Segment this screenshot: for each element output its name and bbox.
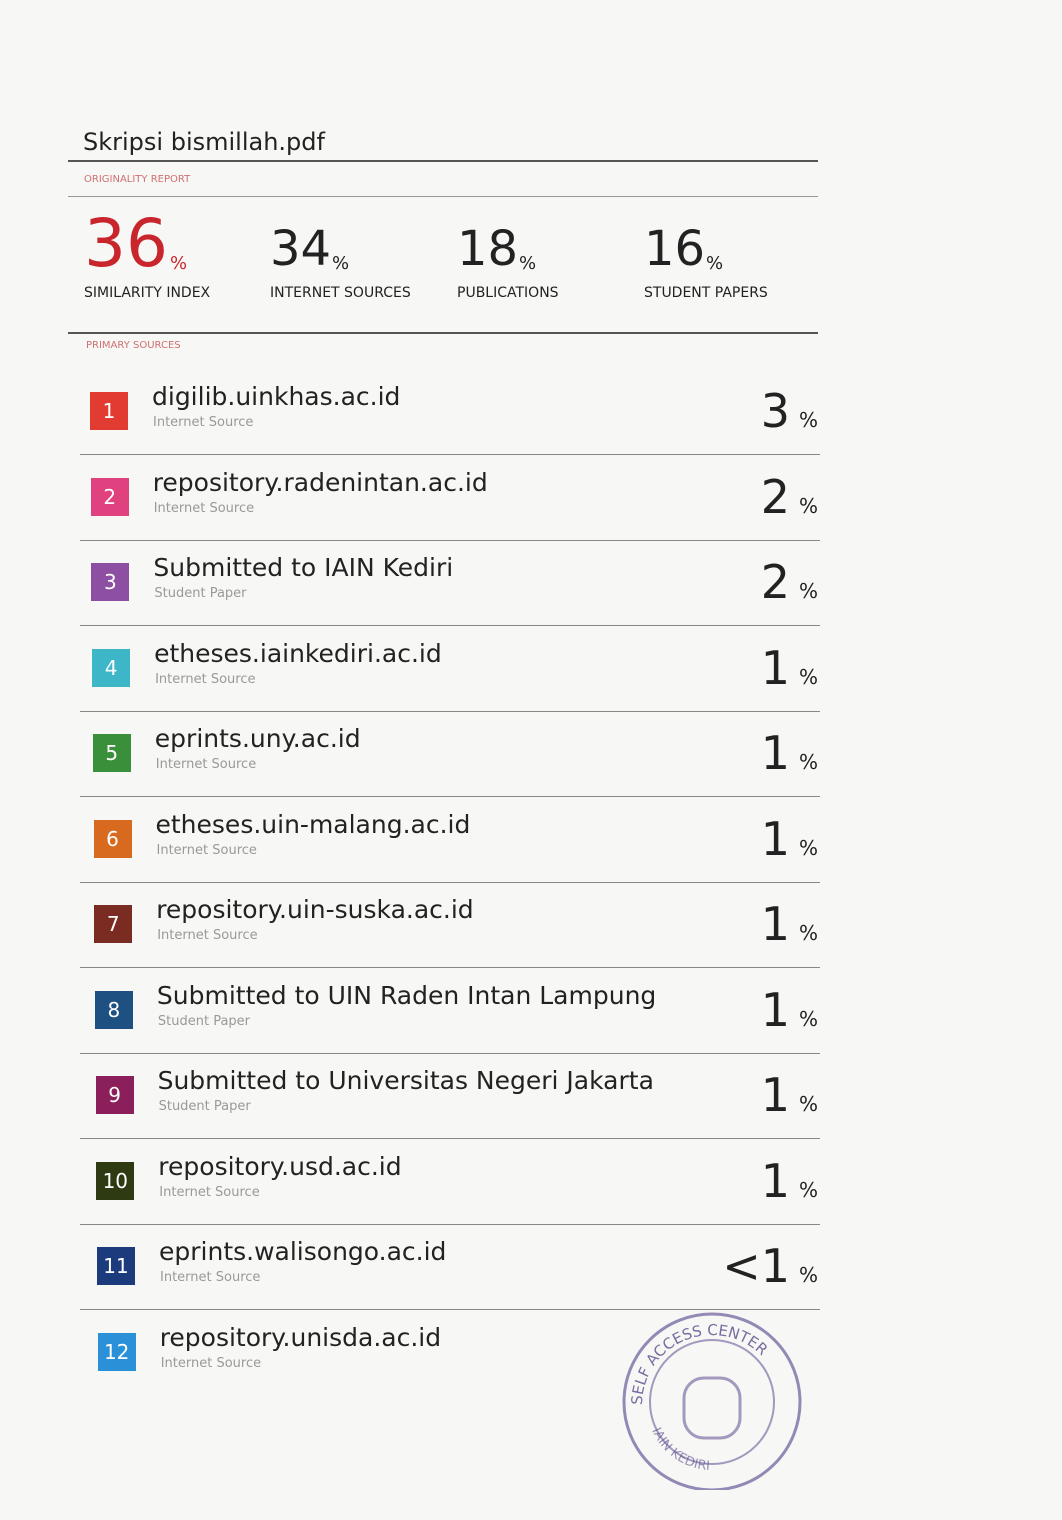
sources-label: PRIMARY SOURCES: [86, 340, 181, 351]
source-unit: %: [799, 921, 818, 945]
source-name: Submitted to IAIN Kediri: [153, 553, 453, 582]
source-number: 8: [95, 991, 133, 1029]
source-row: 11 eprints.walisongo.ac.id Internet Source…: [80, 1225, 820, 1310]
source-percent: 1: [761, 1154, 790, 1208]
source-name: repository.unisda.ac.id: [160, 1323, 441, 1352]
source-number: 7: [94, 905, 132, 943]
source-number: 3: [91, 563, 129, 601]
source-unit: %: [799, 579, 818, 603]
source-percent: <1: [722, 1239, 790, 1293]
source-type: Internet Source: [155, 672, 255, 687]
source-row: 4 etheses.iainkediri.ac.id Internet Source…: [80, 627, 820, 712]
source-unit: %: [799, 1178, 818, 1202]
summary-value: 34: [270, 221, 331, 277]
source-percent: 1: [761, 641, 790, 695]
source-percent: 1: [761, 897, 790, 951]
source-unit: %: [799, 494, 818, 518]
source-number: 4: [92, 649, 130, 687]
summary-unit: %: [519, 253, 536, 274]
page: Skripsi bismillah.pdf ORIGINALITY REPORT…: [0, 0, 1062, 1520]
report: Skripsi bismillah.pdf ORIGINALITY REPORT…: [0, 0, 1062, 1520]
source-percent: 1: [761, 812, 790, 866]
source-unit: %: [799, 1263, 818, 1287]
summary-item: 34% INTERNET SOURCES: [270, 205, 450, 305]
source-row: 10 repository.usd.ac.id Internet Source 1%: [80, 1140, 820, 1225]
summary-label: INTERNET SOURCES: [270, 285, 411, 301]
stamp-bottom: IAIN KEDIRI: [648, 1425, 710, 1474]
source-number: 12: [98, 1333, 136, 1371]
source-row: 2 repository.radenintan.ac.id Internet Sou…: [80, 456, 820, 541]
source-name: digilib.uinkhas.ac.id: [152, 382, 400, 411]
summary-value: 16: [644, 221, 705, 277]
source-row: 7 repository.uin-suska.ac.id Internet Sour…: [80, 883, 820, 968]
source-name: repository.radenintan.ac.id: [153, 468, 488, 497]
source-number: 11: [97, 1247, 135, 1285]
divider: [68, 196, 818, 197]
divider: [68, 332, 818, 334]
source-name: Submitted to UIN Raden Intan Lampung: [157, 981, 656, 1010]
summary-item: 36% SIMILARITY INDEX: [84, 205, 264, 305]
source-name: etheses.uin-malang.ac.id: [156, 810, 471, 839]
source-unit: %: [799, 665, 818, 689]
source-type: Internet Source: [157, 843, 257, 858]
source-type: Internet Source: [160, 1270, 260, 1285]
report-label: ORIGINALITY REPORT: [84, 174, 190, 185]
source-percent: 3: [761, 384, 790, 438]
summary-label: STUDENT PAPERS: [644, 285, 768, 301]
summary-label: SIMILARITY INDEX: [84, 285, 210, 301]
summary-unit: %: [170, 253, 187, 274]
source-type: Internet Source: [154, 501, 254, 516]
summary-unit: %: [706, 253, 723, 274]
source-name: etheses.iainkediri.ac.id: [154, 639, 442, 668]
source-unit: %: [799, 750, 818, 774]
source-row: 6 etheses.uin-malang.ac.id Internet Source…: [80, 798, 820, 883]
source-percent: 2: [761, 555, 790, 609]
source-type: Student Paper: [159, 1099, 251, 1114]
source-unit: %: [799, 408, 818, 432]
source-number: 5: [93, 734, 131, 772]
source-row: 5 eprints.uny.ac.id Internet Source 1%: [80, 712, 820, 797]
source-name: repository.uin-suska.ac.id: [156, 895, 473, 924]
source-number: 10: [96, 1162, 134, 1200]
source-row: 9 Submitted to Universitas Negeri Jakarta…: [80, 1054, 820, 1139]
summary-unit: %: [332, 253, 349, 274]
source-unit: %: [799, 1092, 818, 1116]
source-percent: 1: [761, 726, 790, 780]
source-number: 6: [94, 820, 132, 858]
summary-value: 18: [457, 221, 518, 277]
source-name: eprints.walisongo.ac.id: [159, 1237, 446, 1266]
source-type: Student Paper: [158, 1014, 250, 1029]
source-row: 3 Submitted to IAIN Kediri Student Paper 2%: [80, 541, 820, 626]
source-unit: %: [799, 1007, 818, 1031]
source-type: Internet Source: [153, 415, 253, 430]
summary-item: 18% PUBLICATIONS: [457, 205, 637, 305]
source-type: Internet Source: [156, 757, 256, 772]
source-name: eprints.uny.ac.id: [155, 724, 361, 753]
summary-label: PUBLICATIONS: [457, 285, 559, 301]
source-percent: 2: [761, 470, 790, 524]
summary-item: 16% STUDENT PAPERS: [644, 205, 824, 305]
source-percent: 1: [761, 1068, 790, 1122]
source-number: 1: [90, 392, 128, 430]
source-row: 1 digilib.uinkhas.ac.id Internet Source 3%: [80, 370, 820, 455]
source-number: 9: [96, 1076, 134, 1114]
source-type: Internet Source: [161, 1356, 261, 1371]
source-number: 2: [91, 478, 129, 516]
source-type: Student Paper: [154, 586, 246, 601]
source-name: repository.usd.ac.id: [158, 1152, 401, 1181]
source-type: Internet Source: [157, 928, 257, 943]
divider: [68, 160, 818, 162]
summary-value: 36: [84, 205, 168, 282]
source-name: Submitted to Universitas Negeri Jakarta: [158, 1066, 654, 1095]
source-unit: %: [799, 836, 818, 860]
source-row: 8 Submitted to UIN Raden Intan Lampung Stu…: [80, 969, 820, 1054]
doc-title: Skripsi bismillah.pdf: [83, 128, 325, 156]
source-percent: 1: [761, 983, 790, 1037]
source-type: Internet Source: [159, 1185, 259, 1200]
source-row: 12 repository.unisda.ac.id Internet Source: [80, 1311, 820, 1396]
stamp-bottom-text: IAIN KEDIRI: [648, 1425, 710, 1474]
